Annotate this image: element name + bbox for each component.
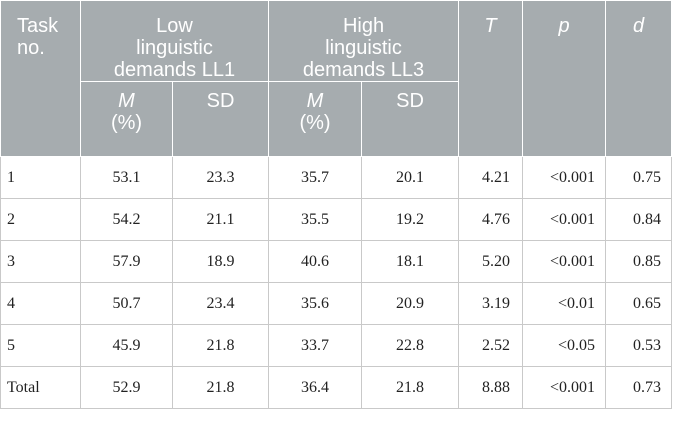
high-sd-header: SD <box>361 81 460 157</box>
high-m-cell: 35.5 <box>268 198 363 241</box>
low-m-cell: 50.7 <box>80 282 173 325</box>
high-m-cell: 35.6 <box>268 282 363 325</box>
header-row-2: M (%) SD M (%) SD <box>1 81 672 157</box>
high-demands-line-3: demands LL3 <box>302 59 425 81</box>
results-table: Task no. Low linguistic demands LL1 High… <box>0 0 673 409</box>
low-sd-cell: 23.3 <box>171 156 270 199</box>
p-header: p <box>522 0 607 157</box>
low-demands-line-3: demands LL1 <box>113 59 236 81</box>
d-cell: 0.73 <box>605 366 673 409</box>
high-sd-cell: 19.2 <box>361 198 460 241</box>
table-row: Total 52.9 21.8 36.4 21.8 8.88 <0.001 0.… <box>0 366 673 409</box>
task-cell: 2 <box>0 198 81 241</box>
d-header: d <box>605 0 673 157</box>
high-sd-cell: 21.8 <box>361 366 460 409</box>
t-cell: 8.88 <box>458 366 524 409</box>
t-header: T <box>458 0 524 157</box>
task-no-header: Task no. <box>0 0 81 157</box>
t-cell: 3.19 <box>458 282 524 325</box>
low-sd-cell: 21.1 <box>171 198 270 241</box>
table-body: 1 53.1 23.3 35.7 20.1 4.21 <0.001 0.75 2… <box>0 156 673 409</box>
p-cell: <0.01 <box>522 282 607 325</box>
low-m-unit: (%) <box>110 112 143 134</box>
task-no-line-1: Task <box>17 15 59 37</box>
task-cell: 5 <box>0 324 81 367</box>
high-sd-cell: 20.1 <box>361 156 460 199</box>
low-sd-cell: 23.4 <box>171 282 270 325</box>
p-cell: <0.05 <box>522 324 607 367</box>
t-cell: 2.52 <box>458 324 524 367</box>
low-sd-cell: 21.8 <box>171 366 270 409</box>
low-m-label: M <box>118 90 135 112</box>
p-cell: <0.001 <box>522 240 607 283</box>
t-cell: 4.76 <box>458 198 524 241</box>
table-row: 2 54.2 21.1 35.5 19.2 4.76 <0.001 0.84 <box>0 198 673 241</box>
high-m-cell: 40.6 <box>268 240 363 283</box>
p-cell: <0.001 <box>522 198 607 241</box>
d-cell: 0.75 <box>605 156 673 199</box>
low-m-cell: 53.1 <box>80 156 173 199</box>
high-m-cell: 35.7 <box>268 156 363 199</box>
low-demands-header: Low linguistic demands LL1 <box>79 0 270 82</box>
low-m-header: M (%) <box>80 81 173 157</box>
task-cell: 3 <box>0 240 81 283</box>
t-cell: 4.21 <box>458 156 524 199</box>
header-row-1: Task no. Low linguistic demands LL1 High… <box>0 0 673 157</box>
low-sd-cell: 21.8 <box>171 324 270 367</box>
high-m-cell: 33.7 <box>268 324 363 367</box>
low-demands-line-2: linguistic <box>136 37 213 59</box>
high-sd-cell: 22.8 <box>361 324 460 367</box>
high-sd-cell: 20.9 <box>361 282 460 325</box>
task-cell: Total <box>0 366 81 409</box>
table-row: 3 57.9 18.9 40.6 18.1 5.20 <0.001 0.85 <box>0 240 673 283</box>
low-m-cell: 45.9 <box>80 324 173 367</box>
low-m-cell: 57.9 <box>80 240 173 283</box>
task-cell: 4 <box>0 282 81 325</box>
high-sd-cell: 18.1 <box>361 240 460 283</box>
table-header: Task no. Low linguistic demands LL1 High… <box>0 0 673 157</box>
d-cell: 0.85 <box>605 240 673 283</box>
d-cell: 0.65 <box>605 282 673 325</box>
task-cell: 1 <box>0 156 81 199</box>
table-row: 1 53.1 23.3 35.7 20.1 4.21 <0.001 0.75 <box>0 156 673 199</box>
high-demands-header: High linguistic demands LL3 <box>268 0 460 82</box>
p-cell: <0.001 <box>522 156 607 199</box>
t-cell: 5.20 <box>458 240 524 283</box>
high-demands-line-2: linguistic <box>325 37 402 59</box>
low-demands-line-1: Low <box>156 15 193 37</box>
high-m-label: M <box>306 90 324 112</box>
high-demands-line-1: High <box>342 15 385 37</box>
high-m-cell: 36.4 <box>268 366 363 409</box>
p-cell: <0.001 <box>522 366 607 409</box>
low-m-cell: 52.9 <box>80 366 173 409</box>
d-cell: 0.84 <box>605 198 673 241</box>
task-no-line-2: no. <box>17 37 45 59</box>
high-m-unit: (%) <box>299 112 331 134</box>
low-m-cell: 54.2 <box>80 198 173 241</box>
low-sd-header: SD <box>171 81 270 157</box>
low-sd-cell: 18.9 <box>171 240 270 283</box>
d-cell: 0.53 <box>605 324 673 367</box>
table-row: 4 50.7 23.4 35.6 20.9 3.19 <0.01 0.65 <box>0 282 673 325</box>
high-m-header: M (%) <box>268 81 363 157</box>
table-row: 5 45.9 21.8 33.7 22.8 2.52 <0.05 0.53 <box>0 324 673 367</box>
